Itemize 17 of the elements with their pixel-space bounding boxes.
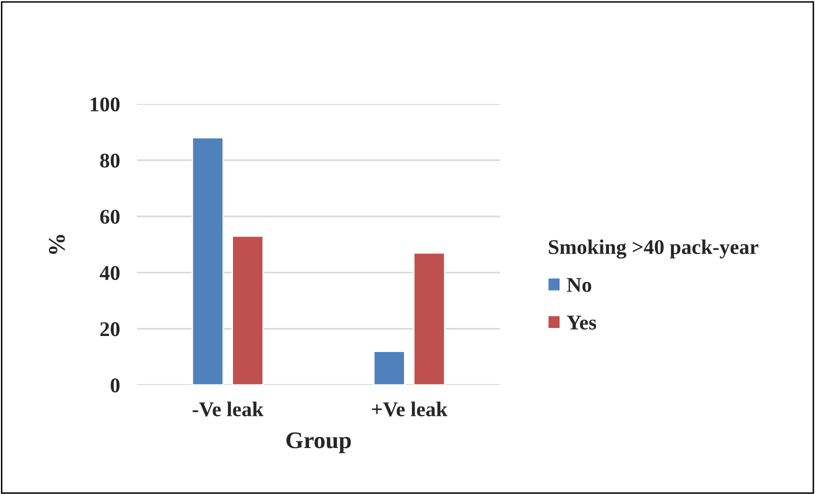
bar [373, 350, 406, 385]
x-tick-label: -Ve leak [192, 402, 264, 416]
y-tick-label: 20 [100, 322, 120, 336]
legend-label: No [566, 278, 592, 292]
x-tick-label: +Ve leak [372, 402, 448, 416]
y-axis-title: % [48, 234, 65, 254]
legend-label: Yes [566, 316, 596, 330]
y-tick-label: 100 [90, 97, 120, 112]
bar [413, 252, 446, 385]
y-tick-label: 80 [100, 154, 120, 168]
x-axis-title: Group [286, 432, 351, 454]
y-tick-label: 0 [110, 378, 120, 392]
legend-title: Smoking >40 pack-year [548, 239, 758, 259]
bar [232, 235, 264, 385]
bar [192, 137, 224, 385]
y-tick-label: 60 [100, 210, 120, 224]
y-tick-label: 40 [100, 266, 120, 280]
